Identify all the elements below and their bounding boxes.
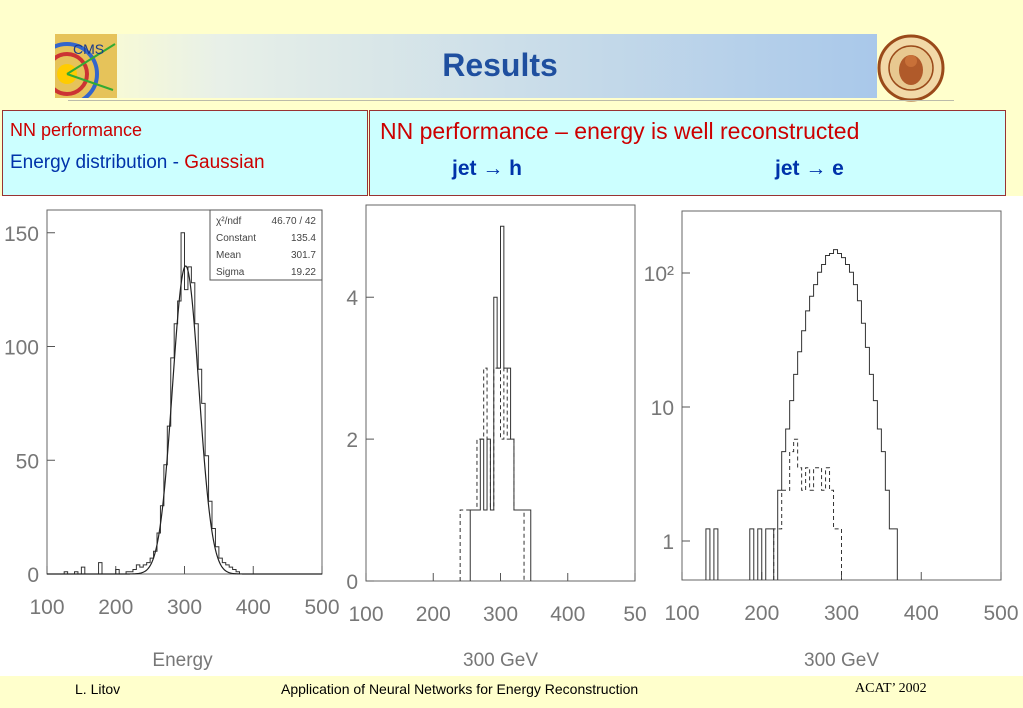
y-tick-label: 0 <box>27 564 39 587</box>
x-tick-label: 300 <box>167 596 202 619</box>
jet-e-prefix: jet <box>775 157 806 180</box>
x-tick-label: 500 <box>983 602 1018 625</box>
arrow-right-icon: → <box>805 157 827 180</box>
x-tick-label: 400 <box>550 603 585 626</box>
x-tick-label: 50 <box>623 603 646 626</box>
left-text-box <box>2 110 368 196</box>
plot-frame-3 <box>681 210 1002 581</box>
stats-value: 46.70 / 42 <box>272 216 317 227</box>
y-tick-label: 0 <box>346 571 358 594</box>
x-tick-label: 200 <box>744 602 779 625</box>
y-tick-label: 100 <box>4 337 39 360</box>
jet-to-h-label: jet → h <box>452 157 522 181</box>
right-box-heading: NN performance – energy is well reconstr… <box>380 118 860 144</box>
x-axis-label: 300 GeV <box>804 650 879 671</box>
footer-conference: ACAT’ 2002 <box>855 681 927 696</box>
x-tick-label: 300 <box>483 603 518 626</box>
y-tick-label: 10² <box>644 263 674 286</box>
jet-to-e-label: jet → e <box>775 157 844 181</box>
histogram-dashed-series <box>773 438 842 580</box>
university-seal-logo <box>876 32 946 104</box>
plot-2-panel <box>340 196 652 676</box>
footer-author: L. Litov <box>75 681 121 697</box>
x-tick-label: 400 <box>236 596 271 619</box>
right-text-box <box>369 110 1006 196</box>
arrow-right-icon: → <box>482 157 504 180</box>
histogram-solid-series <box>63 232 240 574</box>
y-tick-label: 50 <box>16 450 39 473</box>
title-rule <box>68 100 954 101</box>
stats-value: 19.22 <box>291 267 316 278</box>
histogram-solid-series <box>705 249 898 580</box>
x-tick-label: 300 <box>824 602 859 625</box>
stats-value: 135.4 <box>291 233 316 244</box>
y-tick-label: 1 <box>662 531 674 554</box>
stats-box <box>209 209 323 281</box>
x-tick-label: 200 <box>416 603 451 626</box>
nn-performance-label: NN performance <box>10 120 143 140</box>
x-tick-label: 100 <box>29 596 64 619</box>
y-tick-label: 4 <box>346 287 358 310</box>
stats-label: Sigma <box>216 267 245 278</box>
histogram-dashed-series <box>459 367 525 581</box>
x-axis-label: Energy <box>152 650 213 671</box>
svg-text:CMS: CMS <box>73 41 104 57</box>
x-tick-label: 100 <box>664 602 699 625</box>
plot-3-panel <box>652 196 1023 676</box>
stats-label: Mean <box>216 250 241 261</box>
x-axis-label: 300 GeV <box>463 650 538 671</box>
histogram-solid-series <box>469 225 532 581</box>
cms-logo: CMS <box>35 34 117 106</box>
x-tick-label: 100 <box>348 603 383 626</box>
footer-talk-title: Application of Neural Networks for Energ… <box>281 681 639 697</box>
energy-distribution-label: Energy distribution - Gaussian <box>10 152 265 174</box>
slide-title: Results <box>442 47 558 83</box>
stats-value: 301.7 <box>291 250 316 261</box>
y-tick-label: 150 <box>4 223 39 246</box>
jet-h-suffix: h <box>503 157 523 180</box>
x-tick-label: 200 <box>98 596 133 619</box>
energy-distribution-text: Energy distribution <box>10 152 168 173</box>
gaussian-text: Gaussian <box>184 152 265 173</box>
stats-label: Constant <box>216 233 256 244</box>
x-tick-label: 400 <box>904 602 939 625</box>
stats-label: χ²/ndf <box>216 216 241 227</box>
footer <box>0 676 1023 708</box>
gaussian-fit-curve <box>47 265 322 575</box>
title-bar <box>55 34 877 98</box>
jet-h-prefix: jet <box>452 157 483 180</box>
x-tick-label: 500 <box>304 596 339 619</box>
separator-text: - <box>167 152 185 173</box>
y-tick-label: 2 <box>346 429 358 452</box>
y-tick-label: 10 <box>651 397 674 420</box>
jet-e-suffix: e <box>826 157 844 180</box>
